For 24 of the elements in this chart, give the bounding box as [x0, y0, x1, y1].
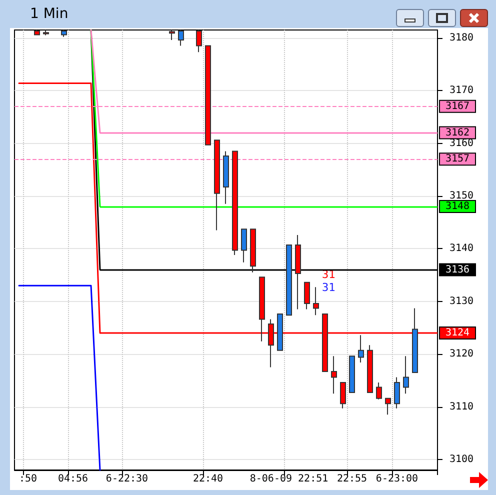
x-tick-label: 6-22:30: [106, 474, 148, 484]
y-tick-label: 3100: [450, 454, 474, 465]
ref-line-label: 3148: [445, 201, 470, 212]
y-tick-label: 3110: [450, 401, 474, 412]
y-tick-label: 3150: [450, 190, 474, 202]
ref-line-label: 3136: [445, 264, 470, 276]
y-tick-label: 3130: [450, 296, 474, 307]
x-tick-label: 04:56: [58, 474, 88, 484]
y-tick-label: 3180: [450, 32, 474, 44]
x-tick-label: 22:55: [336, 474, 368, 484]
x-tick-label: 22:40: [192, 474, 224, 484]
chart-title: 1 Min: [30, 6, 68, 22]
annotation: 31: [322, 281, 336, 294]
y-tick-label: 3170: [450, 85, 474, 96]
x-tick-label: 8-06-09 22:51: [250, 474, 328, 484]
ref-line-label: 3162: [445, 127, 470, 138]
x-tick-label: :50: [18, 474, 38, 484]
ref-line-label: 3157: [445, 154, 470, 165]
y-tick-label: 3160: [450, 138, 474, 149]
ref-line-label: 3124: [445, 327, 470, 338]
y-tick-label: 3120: [450, 348, 474, 360]
y-tick-label: 3140: [450, 243, 474, 254]
ref-line-label: 3167: [445, 100, 470, 112]
x-tick-label: 6-23:00: [376, 474, 418, 484]
